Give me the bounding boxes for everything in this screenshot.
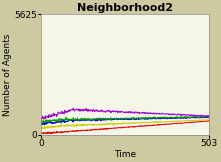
X-axis label: Time: Time [114,150,136,159]
Y-axis label: Number of Agents: Number of Agents [4,33,12,116]
Title: Neighborhood2: Neighborhood2 [77,3,173,13]
